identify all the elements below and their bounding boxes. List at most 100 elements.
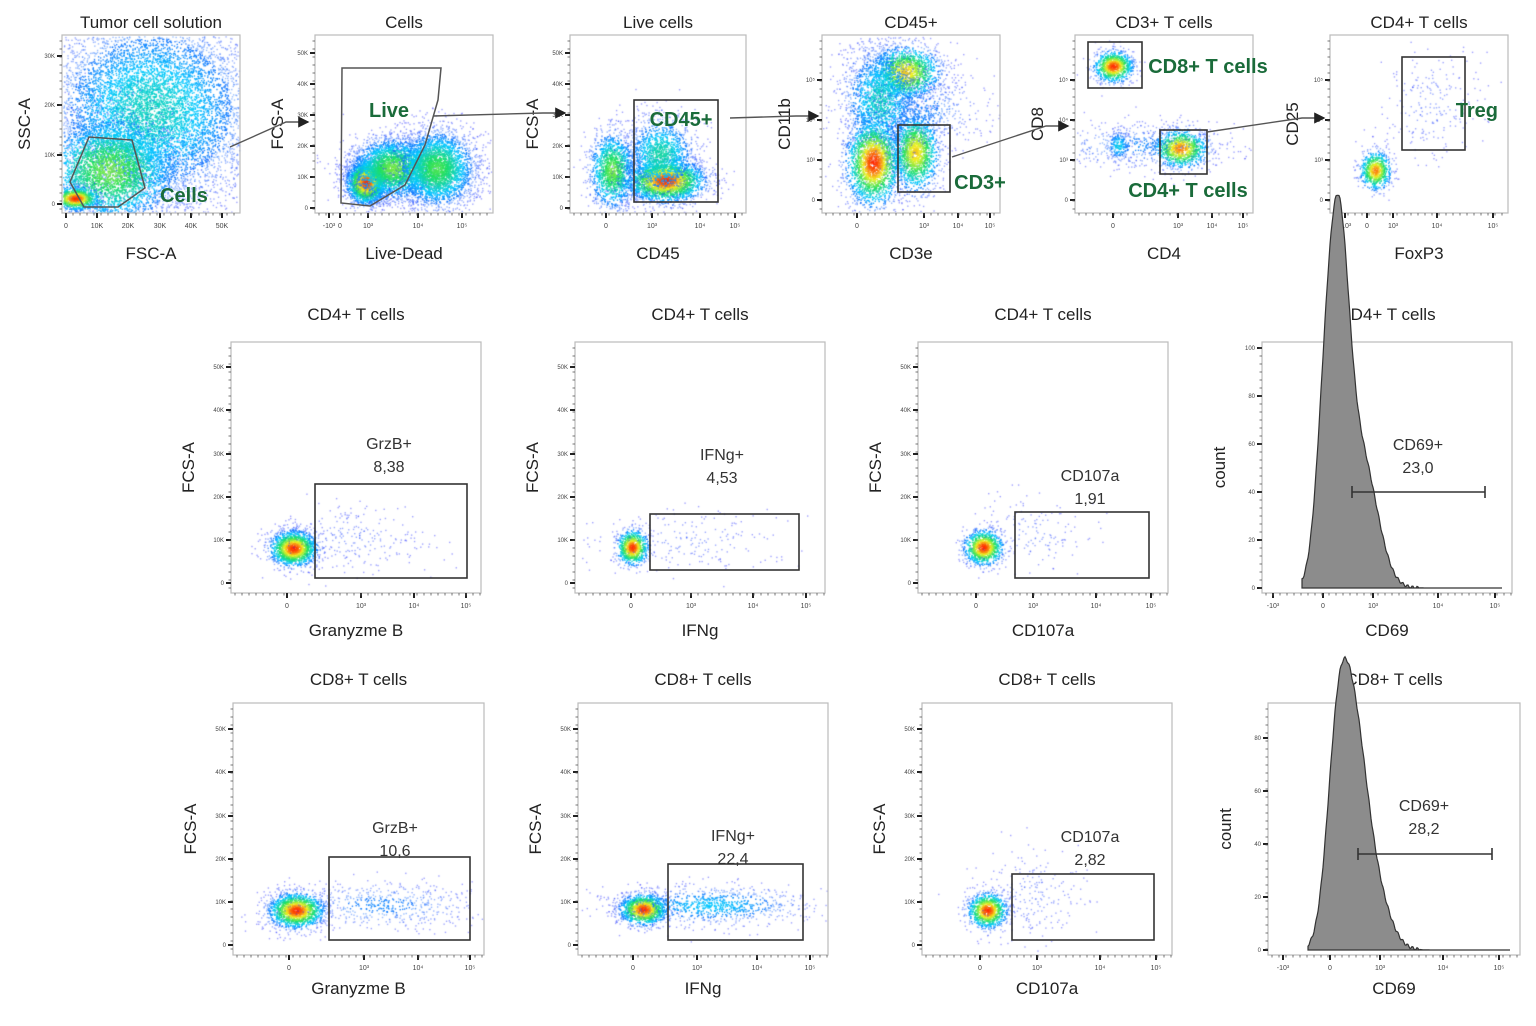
x-tick-label: 30K [154,223,167,230]
y-tick-label: 20K [297,144,308,150]
gate-label: CD4+ T cells [1128,180,1248,202]
y-tick-label: 80 [1248,394,1255,400]
y-tick-label: 10³ [806,158,815,164]
y-tick-label: 30K [213,452,224,458]
gate-rectangle [667,863,804,941]
panel-3: CD45+ CD3e CD11b 0 10³ 10⁴ 10⁵ 0 10³ 10⁴ 10⁵ CD3+ [775,13,1006,263]
y-tick-label: 10K [904,900,915,906]
x-axis-label: CD69 [1365,621,1408,640]
gate-label: CD69+ [1393,437,1443,454]
y-axis-label: count [1216,808,1235,850]
x-tick-label: 10⁵ [457,223,468,230]
x-tick-label: 0 [64,223,68,230]
gate-connector-arrow [1206,112,1326,133]
x-tick-label: 0 [1111,223,1115,230]
panel-7: CD4+ T cells IFNg FCS-A 0 10K 20K 30K 40K 50K 0 10… [523,305,826,640]
x-tick-label: 0 [631,965,635,972]
x-tick-label: 0 [855,223,859,230]
y-tick-label: 10³ [1059,158,1068,164]
gate-rectangle [1014,511,1150,579]
x-axis-label: CD45 [636,244,679,263]
y-tick-label: 0 [221,581,225,587]
y-tick-label: 30K [215,814,226,820]
gate-label: CD45+ [650,109,713,131]
gate-percentage: 23,0 [1402,460,1433,477]
x-axis-label: CD3e [889,244,932,263]
y-tick-label: 20 [1248,538,1255,544]
y-tick-label: 20 [1254,895,1261,901]
x-tick-label: 10K [91,223,104,230]
y-axis-label: FCS-A [870,803,889,855]
y-axis-label: SSC-A [15,97,34,150]
x-tick-label: 10⁵ [461,603,472,610]
x-tick-label: 10³ [1028,603,1039,610]
x-axis-label: Live-Dead [365,244,443,263]
gate-percentage: 10,6 [379,843,410,860]
y-tick-label: 0 [1252,586,1256,592]
x-tick-label: 10⁴ [1438,965,1449,972]
panel-title: CD8+ T cells [998,670,1095,689]
y-tick-label: 20K [213,495,224,501]
x-axis-label: CD4 [1147,244,1181,263]
y-tick-label: 40K [557,408,568,414]
gate-percentage: 2,82 [1074,852,1105,869]
gate-polygon [69,136,146,208]
x-tick-label: 0 [604,223,608,230]
y-tick-label: 40K [900,408,911,414]
x-axis-label: Granyzme B [309,621,403,640]
y-tick-label: 60 [1248,442,1255,448]
y-tick-label: 40K [213,408,224,414]
x-axis-label: FSC-A [126,244,178,263]
y-tick-label: 30K [297,113,308,119]
plot-frame [577,702,829,956]
panel-13: CD8+ T cells CD69 count 0 20 40 60 80 -10³ 0 10³ 10… [1216,655,1521,998]
x-tick-label: 10³ [692,965,703,972]
x-tick-label: 10³ [686,603,697,610]
x-tick-label: 10³ [647,223,658,230]
y-tick-label: 40K [552,82,563,88]
panel-9: CD4+ T cells CD69 count 0 20 40 60 80 100 -10³ 0 10… [1210,194,1513,640]
y-axis-label: FCS-A [523,441,542,493]
y-tick-label: 50K [900,365,911,371]
x-tick-label: 10³ [356,603,367,610]
x-tick-label: 0 [629,603,633,610]
y-tick-label: 0 [812,198,816,204]
gate-label: GrzB+ [372,820,418,837]
y-tick-label: 20K [215,857,226,863]
x-tick-label: 0 [1328,965,1332,972]
gate-percentage: 28,2 [1408,821,1439,838]
plot-frame [1267,702,1521,956]
x-tick-label: 10⁴ [1433,603,1444,610]
y-tick-label: 0 [1065,198,1069,204]
y-tick-label: 0 [1258,948,1262,954]
x-tick-label: 10⁴ [953,223,964,230]
y-tick-label: 50K [552,51,563,57]
y-tick-label: 50K [215,727,226,733]
x-tick-label: -10³ [323,223,336,230]
x-tick-label: 10⁵ [465,965,476,972]
x-tick-label: 10³ [1388,223,1399,230]
y-tick-label: 20K [900,495,911,501]
y-tick-label: 10⁴ [1059,117,1069,124]
y-tick-label: 40K [297,82,308,88]
gate-rectangle [633,99,719,203]
y-tick-label: 30K [44,54,55,60]
x-tick-label: 10⁴ [1432,223,1443,230]
x-axis-label: CD69 [1372,979,1415,998]
plot-frame [230,341,482,594]
x-tick-label: -10³ [1267,603,1280,610]
y-tick-label: 20K [904,857,915,863]
x-tick-label: 10⁴ [752,965,763,972]
x-tick-label: 10³ [1375,965,1386,972]
x-tick-label: 10⁵ [801,603,812,610]
gate-label: CD107a [1061,829,1120,846]
panel-title: CD8+ T cells [654,670,751,689]
x-tick-label: 10⁴ [413,223,424,230]
x-axis-label: CD107a [1016,979,1079,998]
y-tick-label: 50K [904,727,915,733]
gate-label: IFNg+ [711,828,755,845]
gate-label: CD3+ [954,172,1006,194]
panel-11: CD8+ T cells IFNg FCS-A 0 10K 20K 30K 40K 50K 0 10… [526,670,829,998]
x-tick-label: 10³ [1368,603,1379,610]
